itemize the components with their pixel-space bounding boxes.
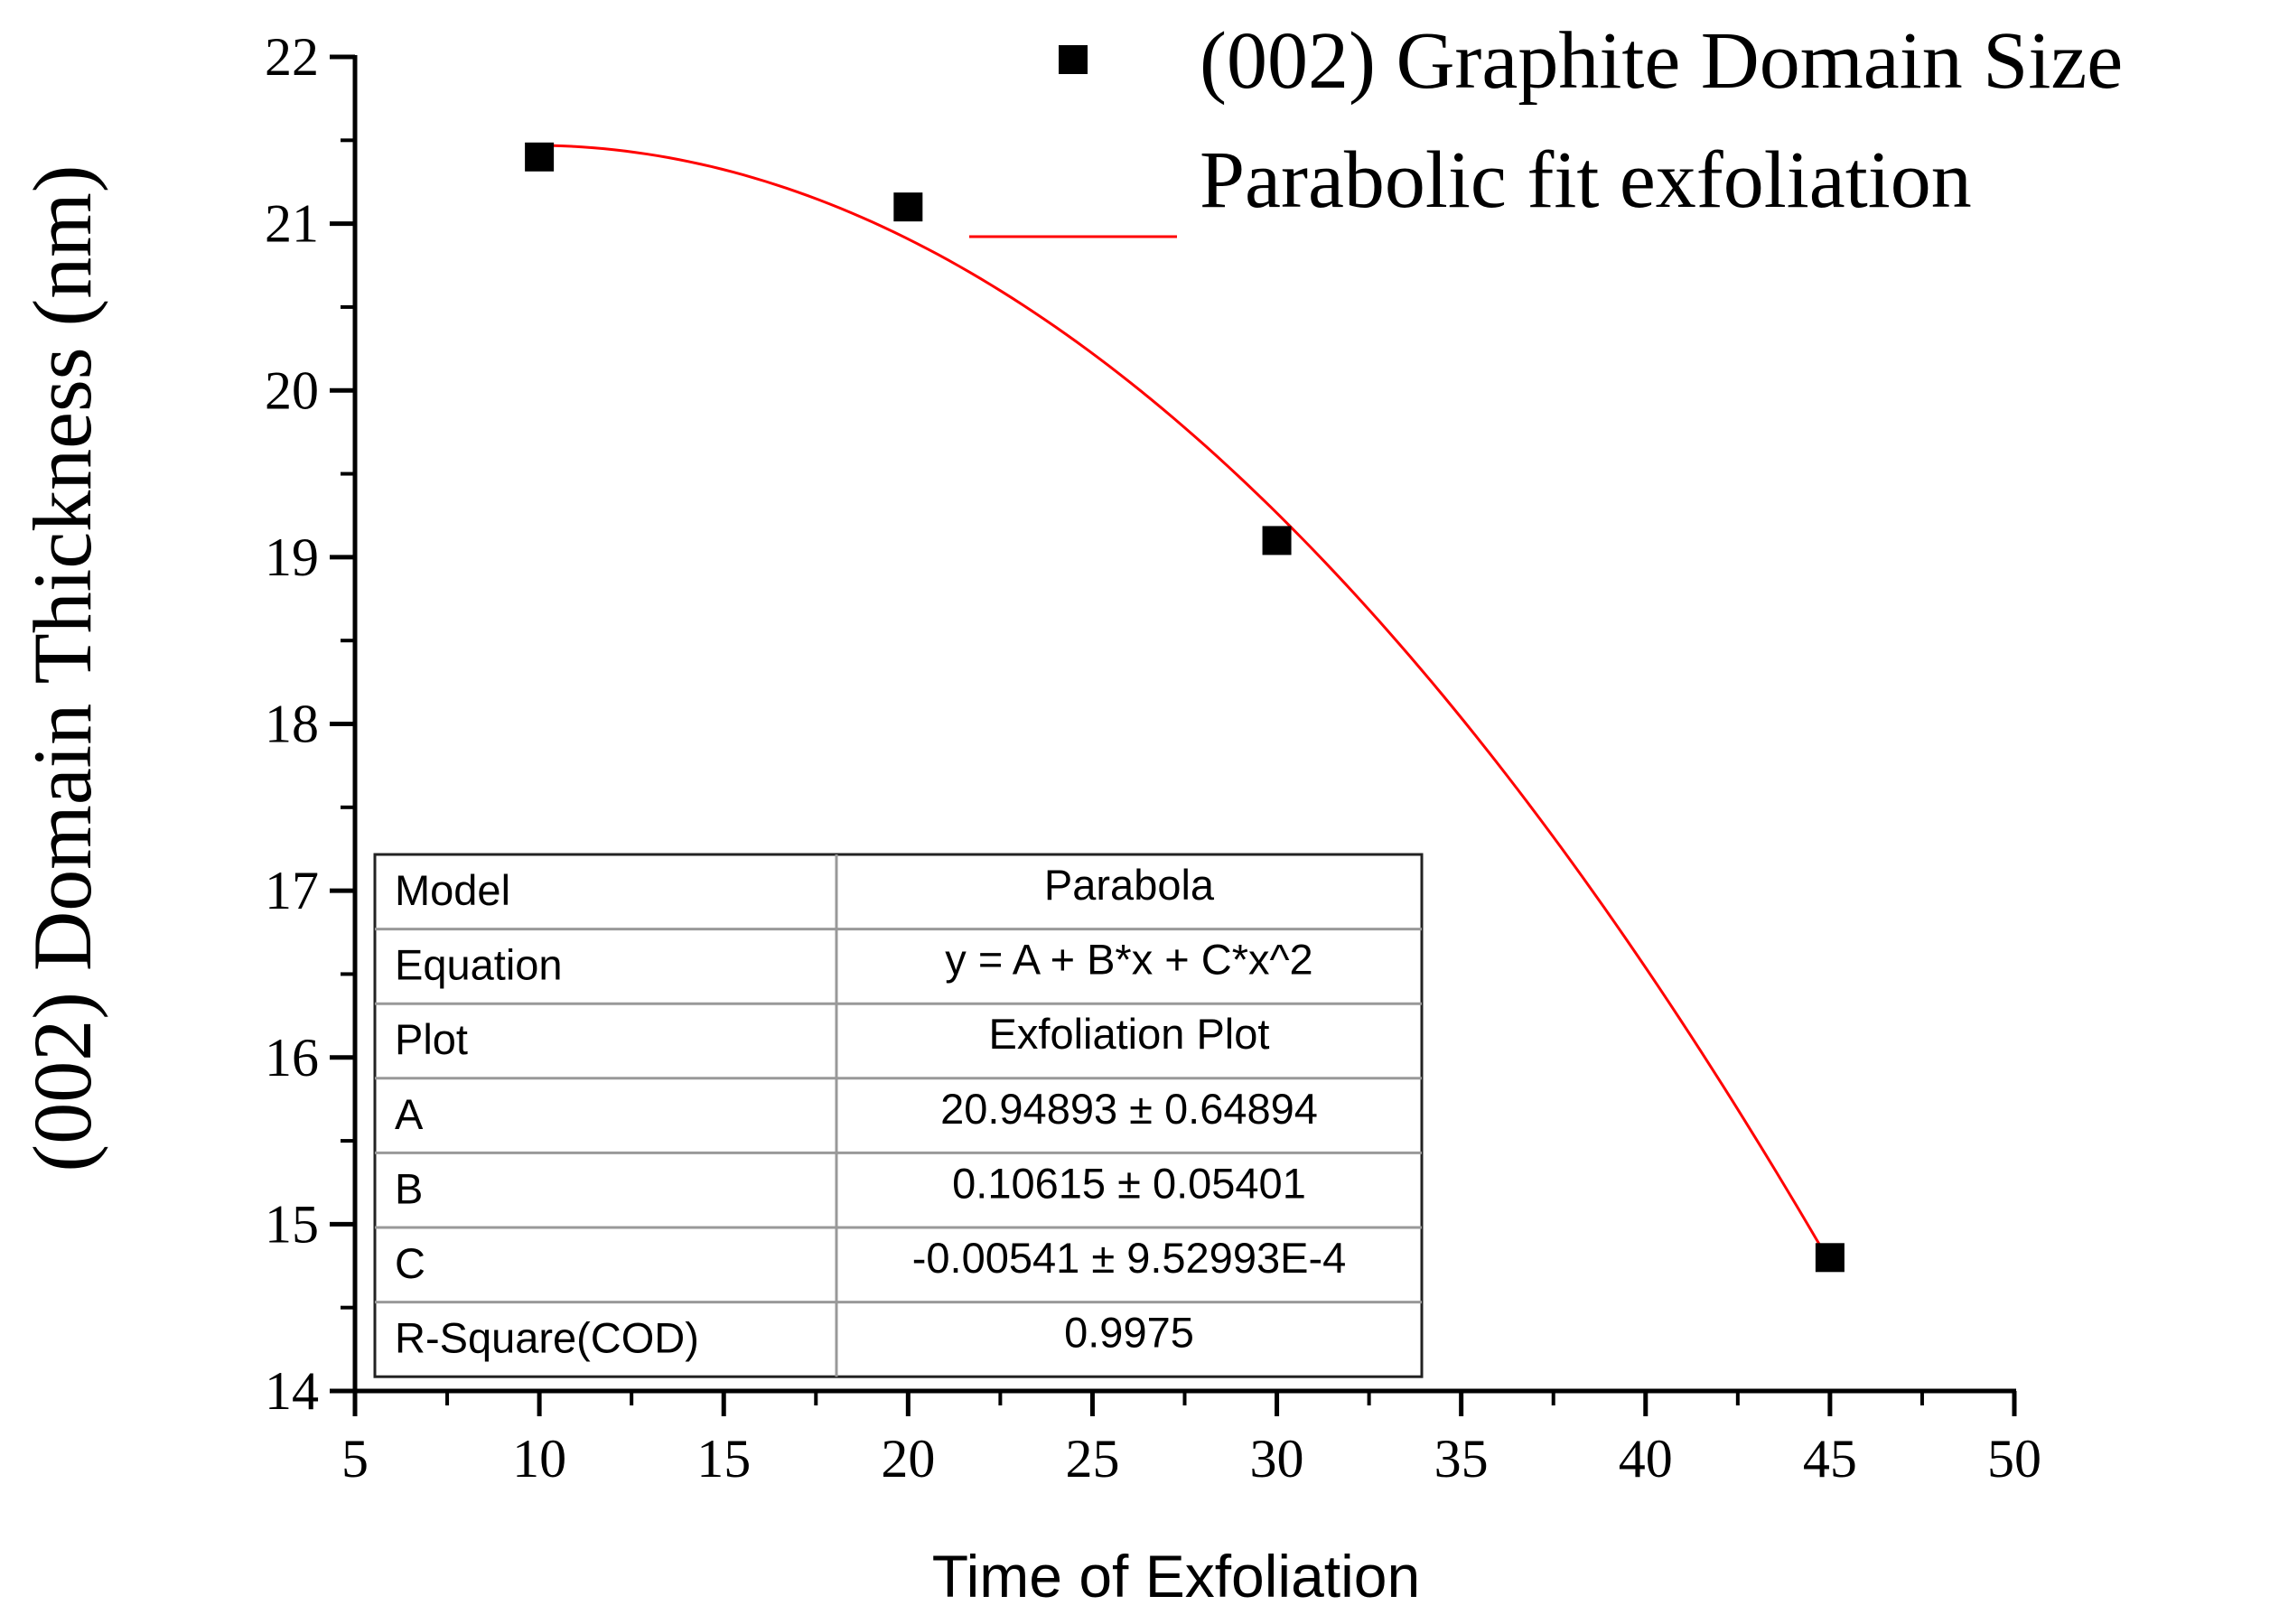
y-tick-label: 21	[265, 194, 319, 254]
legend: (002) Graphite Domain Size Parabolic fit …	[969, 16, 2123, 238]
fit-table-value: Parabola	[1044, 861, 1215, 909]
y-tick-label: 20	[265, 360, 319, 420]
fit-table-value: 0.10615 ± 0.05401	[952, 1159, 1306, 1207]
fit-table-value: y = A + B*x + C*x^2	[945, 936, 1312, 984]
x-tick-label: 20	[881, 1429, 935, 1489]
y-tick-label: 18	[265, 695, 319, 754]
data-point-marker	[525, 142, 555, 172]
data-point-marker	[1815, 1243, 1845, 1273]
fit-table-label: B	[395, 1164, 423, 1212]
fit-table-border	[373, 853, 1424, 1378]
x-tick-label: 35	[1434, 1429, 1489, 1489]
y-tick-label: 17	[265, 861, 319, 920]
fit-table-label: Plot	[395, 1015, 468, 1063]
fit-table-value: Exfoliation Plot	[989, 1010, 1270, 1058]
y-tick-label: 22	[265, 27, 319, 87]
x-tick-label: 50	[1987, 1429, 2041, 1489]
x-tick-label: 40	[1619, 1429, 1673, 1489]
fit-table-label: Equation	[395, 941, 563, 989]
x-tick-label: 10	[512, 1429, 566, 1489]
x-tick-label: 30	[1250, 1429, 1304, 1489]
fit-table-label: A	[395, 1090, 424, 1138]
data-point-marker	[1262, 526, 1292, 555]
y-tick-label: 19	[265, 527, 319, 587]
y-tick-label: 14	[265, 1361, 319, 1421]
y-axis-title: (002) Domain Thickness (nm)	[16, 165, 108, 1172]
x-tick-label: 15	[696, 1429, 751, 1489]
fit-table-label: R-Square(COD)	[395, 1314, 699, 1362]
x-tick-label: 5	[341, 1429, 369, 1489]
legend-label: Parabolic fit exfoliation	[1200, 135, 1972, 225]
legend-marker-square	[1059, 45, 1088, 74]
fit-table-value: 20.94893 ± 0.64894	[940, 1085, 1318, 1133]
x-tick-label: 45	[1803, 1429, 1857, 1489]
x-axis-title: Time of Exfoliation	[932, 1543, 1420, 1610]
ticks: 5 10 15 20 25 30 35 40 45 50 14 15 16 17 18 19 20 21 22	[265, 27, 2041, 1489]
y-tick-label: 16	[265, 1028, 319, 1087]
legend-label: (002) Graphite Domain Size	[1200, 16, 2123, 106]
data-point-marker	[893, 192, 923, 222]
fit-table-label: Model	[395, 866, 510, 914]
fit-table: Model Parabola Equation y = A + B*x + C*x^2…	[373, 853, 1424, 1378]
fit-table-value: 0.9975	[1064, 1309, 1194, 1357]
fit-curve-line	[539, 144, 1832, 1264]
series	[525, 142, 1845, 1273]
x-tick-label: 25	[1065, 1429, 1119, 1489]
fit-table-label: C	[395, 1239, 425, 1287]
fit-table-value: -0.00541 ± 9.52993E-4	[912, 1234, 1347, 1282]
y-tick-label: 15	[265, 1194, 319, 1254]
